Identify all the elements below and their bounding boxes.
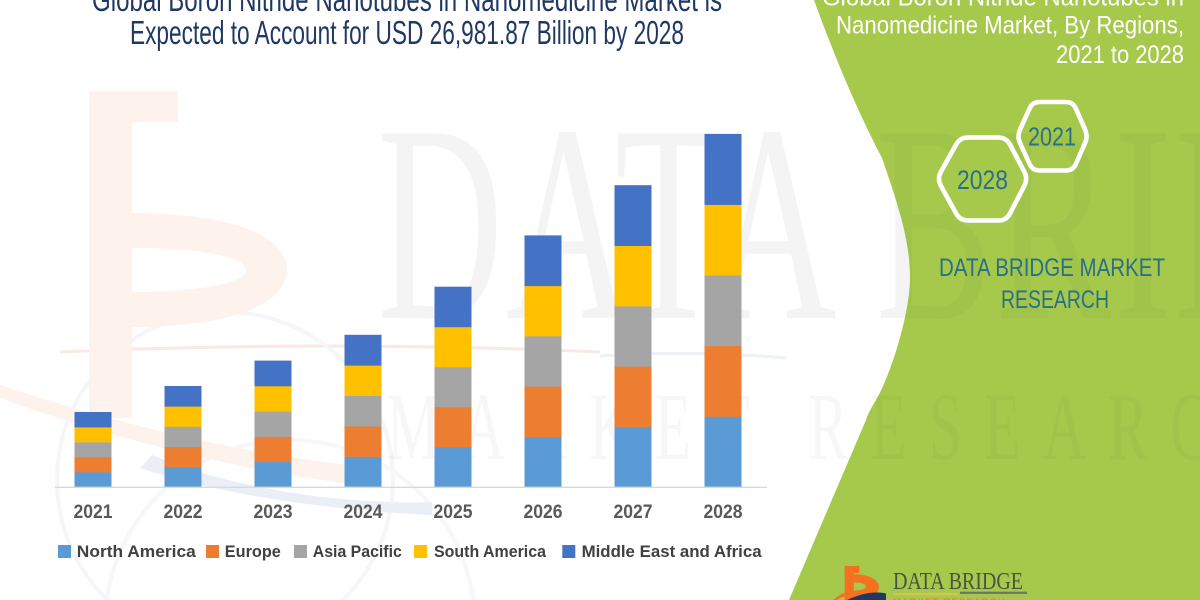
svg-text:2024: 2024 [344,502,383,523]
svg-text:MARKET RESEARCH: MARKET RESEARCH [893,597,1006,600]
svg-text:2028: 2028 [957,165,1008,195]
svg-text:Nanomedicine Market, By Region: Nanomedicine Market, By Regions, [836,12,1184,40]
svg-text:2026: 2026 [524,502,563,523]
svg-text:Expected to Account for USD 26: Expected to Account for USD 26,981.87 Bi… [130,15,684,52]
svg-text:2022: 2022 [164,502,203,523]
svg-text:North America: North America [77,543,197,561]
svg-text:2021 to 2028: 2021 to 2028 [1056,41,1184,69]
svg-text:Global Boron Nitride Nanotubes: Global Boron Nitride Nanotubes in [822,0,1184,12]
svg-text:Global Boron Nitride Nanotubes: Global Boron Nitride Nanotubes in Nanome… [92,0,722,19]
svg-text:2028: 2028 [704,502,743,523]
svg-text:DATA BRIDGE MARKET: DATA BRIDGE MARKET [939,254,1165,282]
svg-text:Europe: Europe [225,543,281,561]
svg-text:2027: 2027 [614,502,653,523]
svg-text:2021: 2021 [74,502,113,523]
svg-text:2025: 2025 [434,502,473,523]
svg-text:DATA BRIDGE: DATA BRIDGE [893,569,1023,595]
svg-text:South America: South America [434,543,547,561]
svg-text:Asia Pacific: Asia Pacific [313,543,402,561]
svg-text:RESEARCH: RESEARCH [1001,286,1109,314]
svg-text:2021: 2021 [1028,122,1076,152]
svg-text:2023: 2023 [254,502,293,523]
svg-text:Middle East and Africa: Middle East and Africa [582,543,763,561]
